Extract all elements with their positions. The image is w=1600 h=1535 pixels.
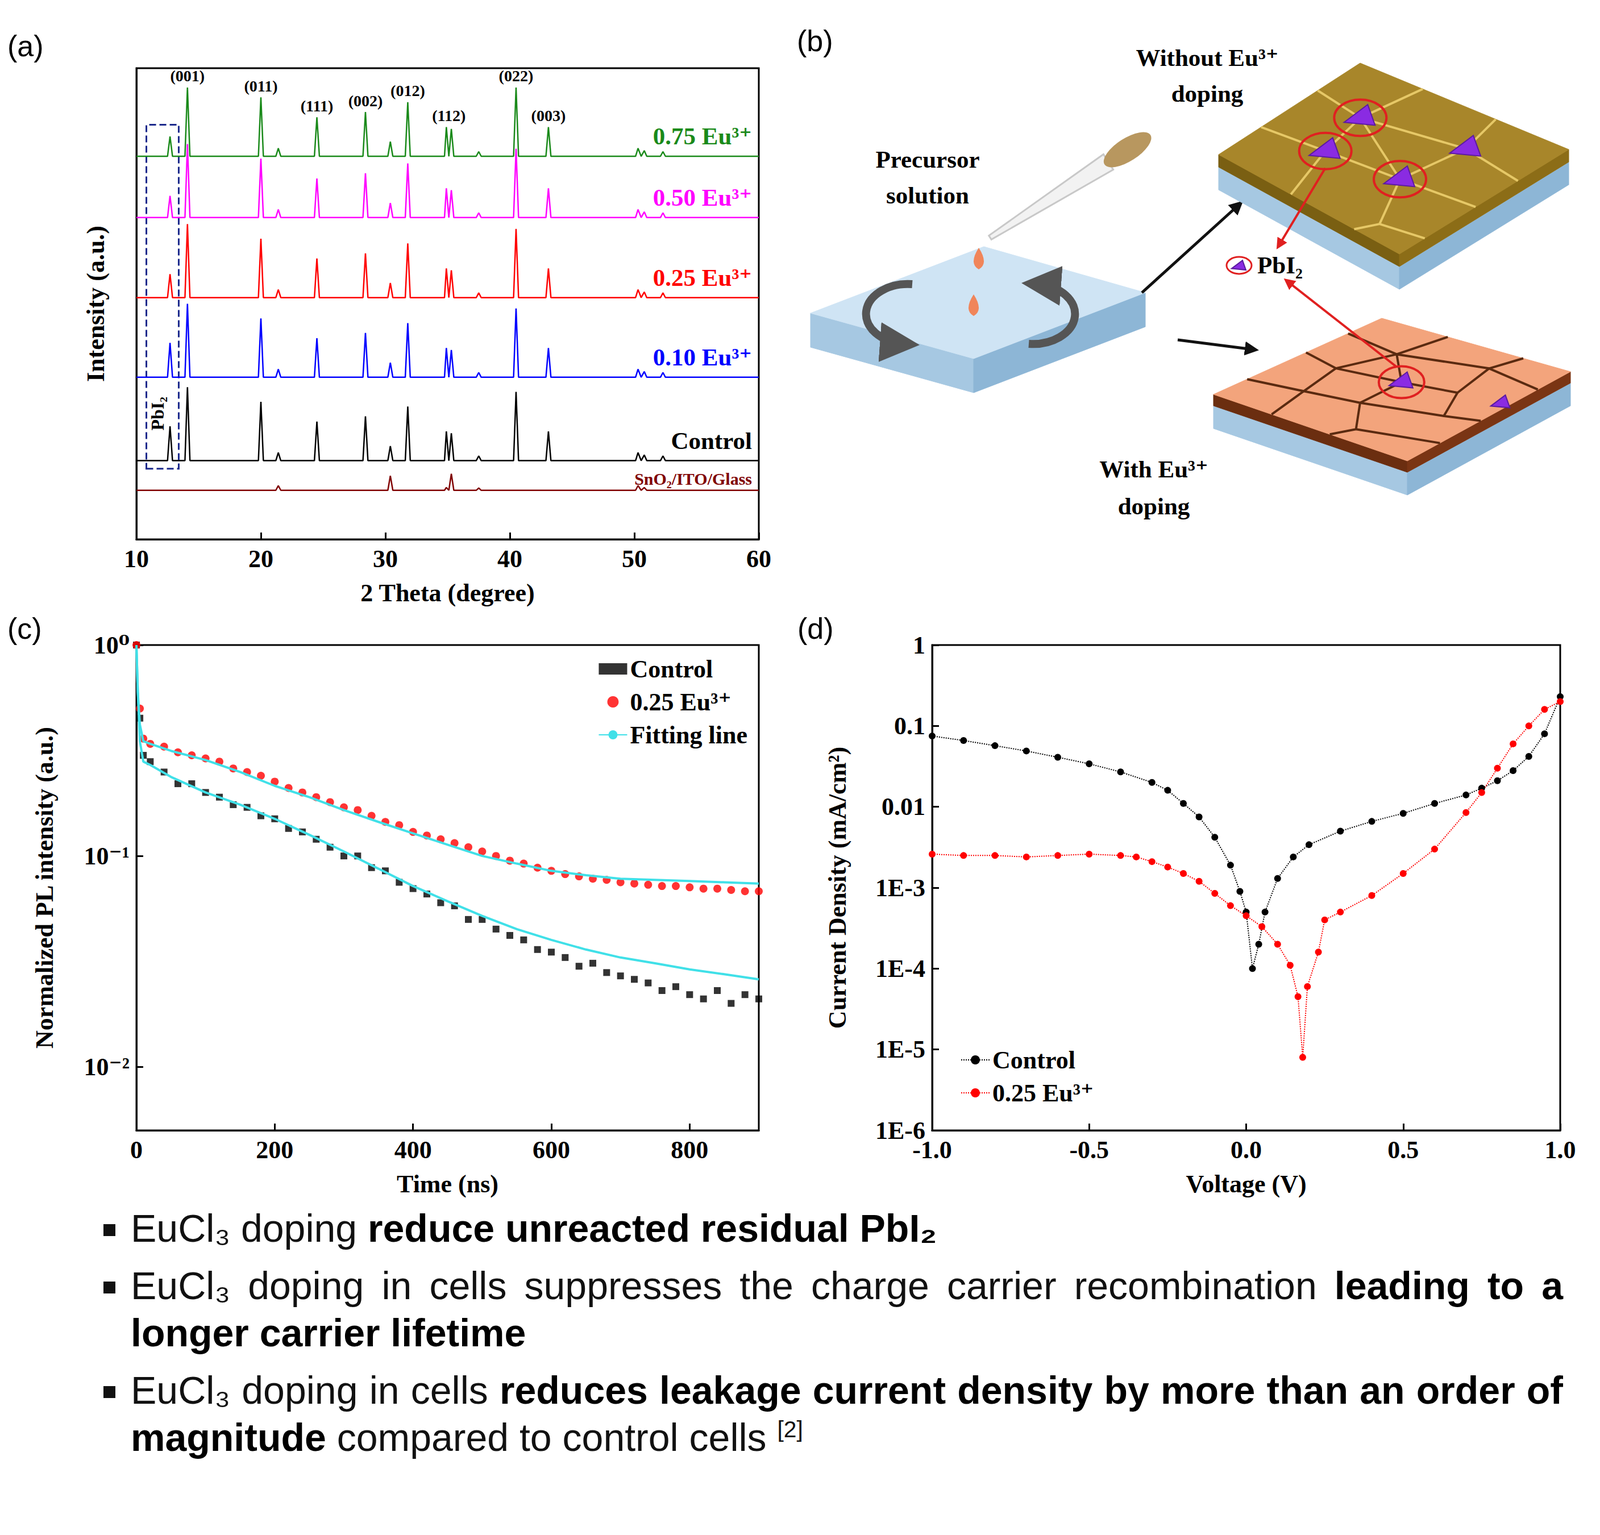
svg-text:0.75 Eu³⁺: 0.75 Eu³⁺	[653, 122, 752, 150]
svg-text:0.50 Eu³⁺: 0.50 Eu³⁺	[653, 184, 752, 211]
svg-text:Time (ns): Time (ns)	[396, 1170, 499, 1199]
svg-text:1E-4: 1E-4	[875, 954, 926, 983]
svg-text:800: 800	[670, 1136, 709, 1165]
html-text:EuCl₃ doping reduce unreacted: EuCl₃ doping reduce unreacted residual P…	[130, 1206, 937, 1250]
svg-text:10⁻²: 10⁻²	[84, 1053, 130, 1082]
svg-text:(003): (003)	[531, 106, 567, 125]
svg-text:10⁰: 10⁰	[93, 631, 130, 660]
svg-text:0.25 Eu³⁺: 0.25 Eu³⁺	[629, 688, 731, 717]
svg-text:40: 40	[497, 545, 523, 573]
svg-text:0.0: 0.0	[1230, 1136, 1262, 1165]
svg-text:(d): (d)	[797, 612, 834, 646]
svg-text:-1.0: -1.0	[912, 1136, 953, 1165]
svg-text:20: 20	[248, 545, 274, 573]
svg-text:Control: Control	[629, 655, 713, 684]
svg-text:Control: Control	[670, 427, 752, 455]
svg-text:0: 0	[130, 1136, 143, 1165]
svg-text:(c): (c)	[7, 612, 43, 646]
svg-text:(012): (012)	[390, 81, 426, 100]
svg-text:0.5: 0.5	[1387, 1136, 1419, 1165]
svg-text:0.25 Eu³⁺: 0.25 Eu³⁺	[653, 264, 752, 292]
svg-text:0.1: 0.1	[894, 712, 926, 741]
svg-text:1E-3: 1E-3	[875, 874, 926, 903]
svg-text:Precursor: Precursor	[875, 146, 980, 173]
svg-text:1E-5: 1E-5	[875, 1035, 926, 1064]
html-text:EuCl₃ doping in cells suppress: EuCl₃ doping in cells suppresses the cha…	[130, 1264, 1564, 1355]
svg-text:solution: solution	[886, 181, 970, 209]
svg-text:(111): (111)	[300, 97, 334, 115]
svg-text:200: 200	[255, 1136, 294, 1165]
svg-text:doping: doping	[1171, 80, 1244, 107]
svg-text:Voltage (V): Voltage (V)	[1185, 1170, 1307, 1199]
svg-text:30: 30	[372, 545, 398, 573]
svg-text:1: 1	[912, 631, 926, 660]
svg-text:60: 60	[746, 545, 772, 573]
svg-text:(011): (011)	[243, 77, 278, 95]
svg-text:0.10 Eu³⁺: 0.10 Eu³⁺	[653, 343, 752, 371]
svg-text:Without Eu³⁺: Without Eu³⁺	[1135, 44, 1279, 72]
svg-text:-0.5: -0.5	[1069, 1136, 1109, 1165]
svg-text:600: 600	[532, 1136, 571, 1165]
svg-text:Intensity (a.u.): Intensity (a.u.)	[81, 225, 110, 382]
svg-text:400: 400	[394, 1136, 432, 1165]
svg-text:Normalized PL intensity (a.u.): Normalized PL intensity (a.u.)	[30, 726, 59, 1049]
svg-text:With Eu³⁺: With Eu³⁺	[1099, 455, 1208, 483]
svg-text:0.25 Eu³⁺: 0.25 Eu³⁺	[992, 1079, 1094, 1108]
svg-text:PbI₂: PbI₂	[1257, 251, 1303, 279]
svg-text:2 Theta (degree): 2 Theta (degree)	[360, 579, 535, 608]
svg-text:1.0: 1.0	[1544, 1136, 1577, 1165]
svg-text:SnO₂/ITO/Glass: SnO₂/ITO/Glass	[634, 469, 752, 489]
svg-text:doping: doping	[1118, 492, 1191, 520]
svg-text:50: 50	[621, 545, 647, 573]
svg-text:(001): (001)	[169, 67, 205, 85]
svg-text:10: 10	[123, 545, 149, 573]
svg-text:Fitting line: Fitting line	[629, 721, 748, 750]
svg-text:(a): (a)	[7, 29, 44, 63]
svg-text:Current Density (mA/cm²): Current Density (mA/cm²)	[823, 746, 852, 1029]
svg-text:10⁻¹: 10⁻¹	[84, 842, 130, 871]
svg-text:PbI₂: PbI₂	[147, 396, 168, 431]
svg-text:Control: Control	[992, 1046, 1076, 1075]
svg-text:(002): (002)	[348, 92, 384, 110]
svg-text:0.01: 0.01	[881, 792, 926, 821]
svg-text:(112): (112)	[431, 106, 466, 125]
svg-text:(022): (022)	[499, 67, 534, 85]
svg-text:(b): (b)	[796, 24, 834, 58]
html-text:EuCl₃ doping in cells reduces: EuCl₃ doping in cells reduces leakage cu…	[130, 1368, 1564, 1459]
svg-text:1E-6: 1E-6	[875, 1116, 926, 1145]
